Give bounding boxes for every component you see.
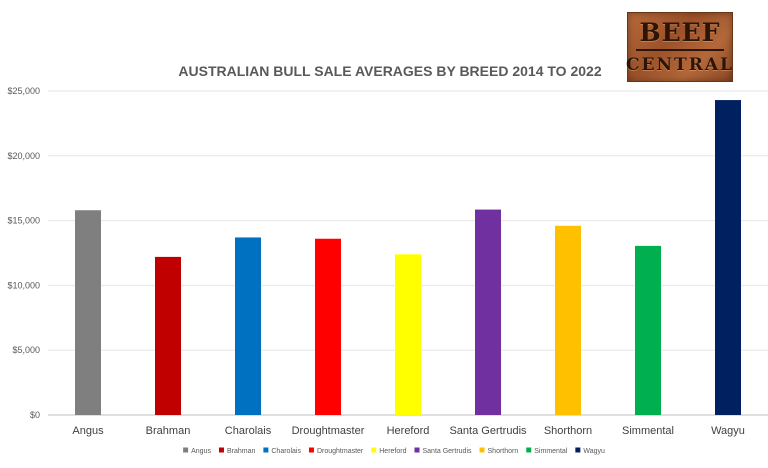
y-tick-label: $0 [30,410,40,420]
x-tick-label: Wagyu [711,425,745,437]
legend-label: Charolais [271,448,301,455]
bar [155,256,181,415]
legend-swatch [479,447,485,453]
legend-swatch [218,447,224,453]
legend-label: Brahman [227,448,256,455]
bar [235,237,261,415]
x-tick-label: Shorthorn [544,425,592,437]
bars [75,100,741,416]
legend-swatch [575,447,581,453]
legend-label: Hereford [379,448,406,455]
y-tick-label: $10,000 [7,280,40,290]
x-axis-ticks: Angus Brahman Charolais Droughtmaster Herefo… [72,425,745,437]
y-tick-label: $25,000 [7,86,40,96]
legend-label: Wagyu [583,448,605,455]
legend-swatch [263,447,269,453]
x-tick-label: Droughtmaster [292,425,365,437]
bar [75,210,101,415]
legend: Angus Brahman Charolais Droughtmaster Herefo… [183,447,605,455]
x-tick-label: Simmental [622,425,674,437]
bar [715,100,741,416]
chart-title: AUSTRALIAN BULL SALE AVERAGES BY BREED 2… [178,63,601,79]
legend-label: Angus [191,448,211,455]
x-tick-label: Hereford [387,425,430,437]
bar [635,245,661,415]
y-tick-label: $5,000 [12,345,40,355]
legend-label: Shorthorn [488,448,519,455]
logo-text-bottom: CENTRAL [626,55,734,75]
x-tick-label: Angus [72,425,104,437]
y-tick-label: $15,000 [7,216,40,226]
legend-label: Santa Gertrudis [422,448,472,455]
x-tick-label: Santa Gertrudis [449,425,527,437]
legend-label: Droughtmaster [317,448,364,455]
legend-swatch [526,447,532,453]
logo-text-top: BEEF [639,18,721,47]
x-tick-label: Charolais [225,425,272,437]
bar [315,238,341,415]
legend-label: Simmental [534,448,568,455]
bar [475,209,501,415]
x-tick-label: Brahman [146,425,191,437]
logo-divider [636,49,724,51]
y-axis-ticks: $0 $5,000 $10,000 $15,000 $20,000 $25,000 [7,86,40,420]
bar [395,254,421,415]
legend-swatch [183,447,189,453]
legend-swatch [308,447,314,453]
y-tick-label: $20,000 [7,151,40,161]
bar [555,225,581,415]
beef-central-logo: BEEF CENTRAL [626,12,734,82]
legend-swatch [414,447,420,453]
legend-swatch [371,447,377,453]
